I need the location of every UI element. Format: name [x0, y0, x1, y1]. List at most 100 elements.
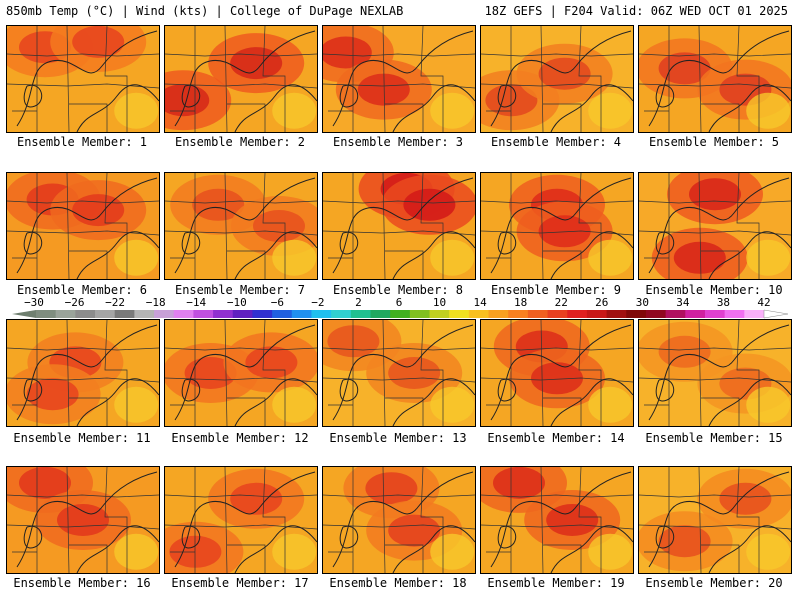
isotherm-contours	[16, 471, 159, 573]
colorbar-swatch	[36, 310, 57, 318]
hot-region	[57, 504, 109, 536]
state-boundaries	[481, 173, 633, 279]
cool-region	[588, 92, 633, 129]
ensemble-panel-3	[322, 25, 476, 133]
isotherm-contours	[174, 177, 317, 279]
hot-region	[546, 504, 599, 536]
temperature-map	[165, 173, 317, 279]
ensemble-panel-18	[322, 466, 476, 574]
colorbar-swatch	[704, 310, 726, 318]
panel-label: Ensemble Member: 4	[490, 135, 622, 149]
colorbar-swatch	[390, 310, 411, 318]
hot-region	[403, 188, 456, 221]
hot-region	[658, 52, 711, 85]
temperature-map	[481, 320, 633, 426]
colorbar-swatch	[606, 310, 627, 318]
colorbar-swatch	[567, 310, 588, 318]
panel-label: Ensemble Member: 16	[13, 576, 151, 590]
cool-region	[430, 239, 475, 276]
colorbar-swatch	[95, 310, 116, 318]
isotherm-contours	[16, 324, 159, 426]
colorbar-tick-label: −18	[145, 296, 166, 309]
cool-region	[746, 533, 791, 570]
isotherm-contours	[16, 177, 159, 279]
colorbar-swatch	[468, 310, 490, 318]
colorbar-tick-label: −14	[186, 296, 207, 309]
state-boundaries	[7, 467, 159, 573]
cool-region	[588, 386, 633, 423]
ensemble-panel-4	[480, 25, 634, 133]
colorbar-swatch	[311, 310, 332, 318]
colorbar-swatch	[75, 310, 96, 318]
colorbar-tick-label: 22	[554, 296, 568, 309]
panel-label: Ensemble Member: 7	[174, 283, 306, 297]
panel-label: Ensemble Member: 1	[16, 135, 148, 149]
colorbar-swatch	[744, 310, 765, 318]
colorbar-swatch	[114, 310, 135, 318]
hot-region	[673, 241, 726, 274]
colorbar-tick-label: 38	[716, 296, 731, 309]
isotherm-contours	[490, 30, 633, 132]
temperature-map	[639, 26, 791, 132]
colorbar-tick-label: −22	[105, 296, 126, 309]
colorbar-swatch	[626, 310, 647, 318]
colorbar-swatch	[724, 310, 745, 318]
isotherm-contours	[648, 324, 791, 426]
panel-label: Ensemble Member: 12	[171, 431, 309, 445]
colorbar-swatch	[213, 310, 234, 318]
state-boundaries	[323, 173, 475, 279]
cool-region	[114, 386, 159, 423]
cool-region	[114, 239, 159, 276]
state-boundaries	[639, 320, 791, 426]
header-run-info: 18Z GEFS | F204 Valid: 06Z WED OCT 01 20…	[484, 4, 788, 18]
isotherm-contours	[648, 177, 791, 279]
state-boundaries	[639, 173, 791, 279]
state-boundaries	[7, 173, 159, 279]
cool-region	[588, 533, 633, 570]
hot-region	[357, 73, 410, 106]
cool-region	[588, 239, 633, 276]
ensemble-panel-8	[322, 172, 476, 280]
hot-region	[531, 362, 583, 395]
hot-region	[192, 188, 245, 221]
cool-region	[114, 92, 159, 129]
state-boundaries	[481, 467, 633, 573]
ensemble-panel-19	[480, 466, 634, 574]
colorbar-swatch	[55, 310, 76, 318]
colorbar-swatch	[527, 310, 549, 318]
temperature-map	[7, 173, 159, 279]
ensemble-panel-16	[6, 466, 160, 574]
temperature-map	[7, 467, 159, 573]
cool-region	[746, 239, 791, 276]
cool-region	[430, 533, 475, 570]
panel-label: Ensemble Member: 11	[13, 431, 151, 445]
panel-label: Ensemble Member: 13	[329, 431, 467, 445]
panel-label: Ensemble Member: 2	[174, 135, 306, 149]
colorbar-tick-label: −2	[311, 296, 325, 309]
hot-region	[245, 346, 298, 379]
state-boundaries	[323, 467, 475, 573]
isotherm-contours	[332, 324, 475, 426]
state-boundaries	[481, 26, 633, 132]
state-boundaries	[323, 26, 475, 132]
colorbar-tick-label: 10	[432, 296, 447, 309]
panel-label: Ensemble Member: 3	[332, 135, 464, 149]
ensemble-panel-20	[638, 466, 792, 574]
panel-label: Ensemble Member: 9	[490, 283, 622, 297]
isotherm-contours	[490, 324, 633, 426]
colorbar-swatch	[429, 310, 450, 318]
ensemble-panel-13	[322, 319, 476, 427]
hot-region	[658, 525, 711, 558]
colorbar-swatch	[232, 310, 253, 318]
ensemble-panel-9	[480, 172, 634, 280]
state-boundaries	[165, 467, 317, 573]
ensemble-panel-6	[6, 172, 160, 280]
colorbar-swatch	[586, 310, 608, 318]
colorbar-tick-label: 30	[635, 296, 649, 309]
cool-region	[430, 92, 475, 129]
panel-label: Ensemble Member: 8	[332, 283, 464, 297]
colorbar-tick-label: 6	[395, 296, 403, 309]
colorbar-tick-label: −26	[64, 296, 85, 309]
ensemble-panel-2	[164, 25, 318, 133]
temperature-map	[481, 26, 633, 132]
